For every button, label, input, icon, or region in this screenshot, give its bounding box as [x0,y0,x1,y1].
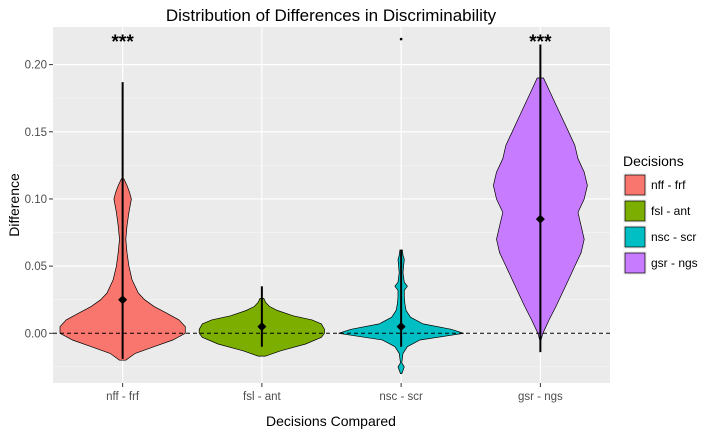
y-tick-label: 0.20 [25,60,47,72]
legend: Decisions nff - frf fsl - ant nsc - scr gsr… [623,153,698,275]
x-tick-label: gsr - ngs [518,391,563,403]
legend-key-swatch [624,252,646,274]
x-tick-label: fsl - ant [243,391,282,403]
y-tick-label: 0.15 [25,127,47,139]
y-axis-title: Difference [6,173,22,237]
legend-entry-label: nff - frf [651,178,686,192]
legend-entry-label: fsl - ant [651,204,691,218]
significance-label: *** [529,32,552,53]
x-tick-label: nff - frf [106,391,140,403]
mean-marker [396,322,406,332]
y-tick-label: 0.05 [25,261,47,273]
y-tick-label: 0.00 [25,328,47,340]
legend-entry-label: nsc - scr [651,230,696,244]
mean-marker [535,214,545,224]
x-tick-label: nsc - scr [379,391,423,403]
mean-marker [118,295,128,305]
legend-key-swatch [624,200,646,222]
mean-marker [257,322,267,332]
legend-key-swatch [624,226,646,248]
outlier-point [399,37,403,41]
y-axis: 0.00 0.05 0.10 0.15 0.20 [25,60,53,340]
legend-title: Decisions [623,153,684,169]
legend-entry-label: gsr - ngs [651,256,698,270]
chart-title: Distribution of Differences in Discrimin… [166,6,497,25]
legend-key-swatch [624,174,646,196]
x-axis: nff - frf fsl - ant nsc - scr gsr - ngs [106,383,563,403]
whiskers-and-means: *** *** [112,32,552,359]
significance-label: *** [112,32,135,53]
x-axis-title: Decisions Compared [266,413,396,429]
y-tick-label: 0.10 [25,194,47,206]
